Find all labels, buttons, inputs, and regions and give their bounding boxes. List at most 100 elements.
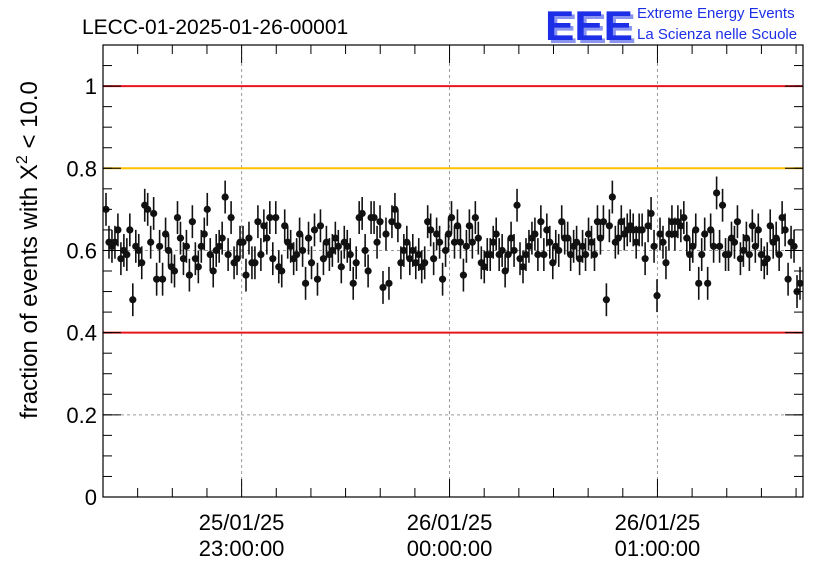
data-point — [281, 209, 289, 243]
marker — [227, 213, 235, 222]
marker — [671, 230, 679, 238]
marker — [346, 250, 354, 259]
marker — [361, 246, 369, 255]
marker — [766, 222, 774, 230]
marker — [161, 230, 170, 238]
marker — [304, 234, 313, 242]
x-tick-date: 25/01/25 — [199, 510, 285, 535]
data-point — [724, 238, 733, 271]
data-point — [659, 225, 667, 259]
data-point — [653, 279, 661, 313]
marker — [668, 218, 676, 226]
data-point — [501, 254, 509, 288]
data-point — [683, 221, 691, 255]
data-point — [748, 209, 756, 243]
data-point — [221, 180, 229, 214]
marker — [373, 238, 381, 246]
marker — [343, 242, 351, 250]
marker — [629, 226, 637, 234]
data-point — [504, 238, 512, 271]
data-point — [781, 213, 789, 247]
marker — [394, 222, 402, 230]
data-point — [224, 238, 232, 271]
marker — [644, 222, 652, 230]
marker — [543, 226, 551, 234]
marker — [531, 230, 539, 238]
marker — [153, 275, 161, 283]
marker — [698, 250, 706, 259]
marker — [379, 283, 387, 292]
marker — [337, 263, 345, 271]
data-point — [474, 221, 482, 255]
data-point — [114, 213, 122, 247]
data-point — [599, 205, 608, 239]
data-point — [209, 254, 217, 288]
y-axis-title-suffix: < 10.0 — [16, 81, 43, 155]
data-point — [343, 229, 351, 263]
data-point — [730, 225, 739, 259]
marker — [447, 213, 456, 222]
data-point — [150, 197, 158, 230]
marker — [772, 234, 780, 242]
y-axis-title-chi: X — [16, 164, 43, 180]
data-point — [200, 217, 208, 251]
data-point — [608, 180, 616, 214]
marker — [573, 238, 581, 246]
data-point — [602, 283, 610, 317]
marker — [587, 238, 596, 246]
marker — [662, 259, 670, 267]
marker — [245, 234, 253, 242]
marker — [519, 263, 527, 271]
data-point — [266, 201, 274, 235]
y-tick-label: 1 — [85, 74, 97, 99]
marker — [313, 275, 322, 283]
data-point — [677, 209, 685, 243]
marker — [510, 246, 518, 255]
data-point — [385, 266, 393, 300]
marker — [182, 242, 191, 250]
marker — [242, 271, 250, 279]
data-point — [763, 242, 771, 276]
marker — [465, 222, 473, 230]
data-point — [307, 246, 316, 280]
data-point — [406, 242, 414, 276]
data-point — [206, 238, 214, 271]
marker — [537, 218, 545, 226]
marker — [150, 209, 158, 218]
data-point — [522, 238, 530, 271]
data-point — [129, 283, 137, 317]
data-point — [525, 229, 533, 263]
marker — [415, 250, 423, 259]
data-point — [650, 229, 658, 263]
marker — [575, 255, 584, 263]
marker — [391, 205, 399, 213]
marker — [650, 242, 658, 250]
data-point — [251, 246, 259, 280]
marker — [382, 230, 390, 238]
marker — [522, 250, 530, 259]
data-point — [573, 225, 581, 259]
marker — [260, 222, 268, 230]
data-point — [441, 234, 450, 267]
marker — [701, 230, 709, 238]
marker — [435, 238, 444, 246]
marker — [307, 259, 316, 267]
data-point — [435, 225, 444, 259]
marker — [164, 246, 173, 255]
data-point — [296, 217, 304, 251]
data-point — [692, 213, 700, 247]
x-tick-date: 26/01/25 — [407, 510, 493, 535]
marker — [263, 234, 271, 242]
marker — [501, 267, 509, 275]
data-point — [450, 225, 459, 259]
marker — [748, 222, 756, 230]
marker — [647, 209, 655, 218]
marker — [498, 246, 506, 255]
marker — [468, 238, 476, 246]
data-point — [304, 221, 313, 255]
marker — [459, 271, 468, 279]
marker — [489, 238, 497, 246]
data-point — [596, 221, 605, 255]
data-point — [444, 217, 453, 251]
data-point — [147, 225, 155, 259]
